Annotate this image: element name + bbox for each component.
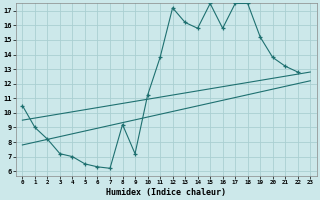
X-axis label: Humidex (Indice chaleur): Humidex (Indice chaleur) <box>106 188 226 197</box>
